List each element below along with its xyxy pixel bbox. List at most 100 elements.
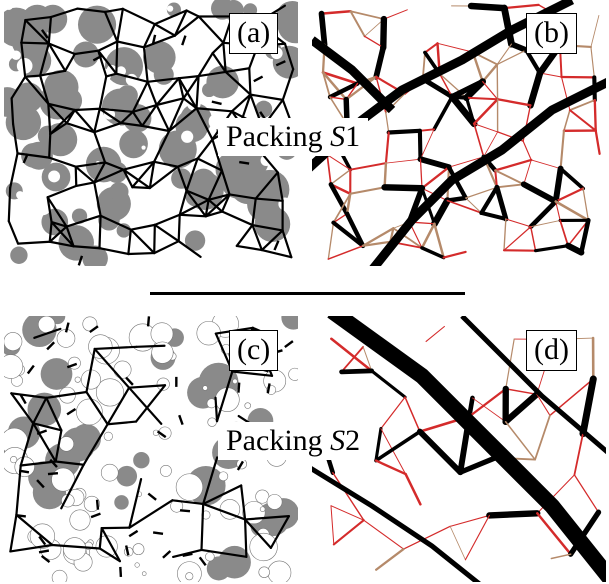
contact-edge: [47, 15, 53, 45]
contact-edge: [195, 107, 214, 141]
contact-dash: [40, 554, 51, 564]
pore: [150, 322, 174, 346]
grain: [114, 495, 129, 510]
pore: [83, 495, 100, 512]
pore: [156, 377, 170, 391]
contact-dash: [77, 255, 84, 266]
contact-edge: [64, 52, 76, 72]
force-chain-edge: [528, 199, 559, 230]
force-chain-edge: [496, 98, 532, 107]
grain: [62, 76, 77, 91]
contact-edge: [116, 40, 146, 49]
force-chain-edge: [330, 337, 373, 373]
pore: [288, 367, 298, 381]
contact-edge: [93, 107, 101, 134]
force-chain-edge: [417, 128, 423, 162]
force-chain-edge: [349, 10, 385, 20]
contact-edge: [171, 499, 205, 506]
contact-dash: [239, 160, 250, 165]
contact-edge: [195, 107, 234, 113]
contact-dash: [181, 35, 187, 46]
contact-edge: [16, 240, 51, 245]
contact-dash: [151, 34, 157, 45]
force-chain-edge: [508, 41, 530, 53]
force-chain-edge: [380, 428, 407, 475]
contact-edge: [98, 75, 108, 110]
contact-edge: [185, 9, 200, 18]
contact-edge: [122, 168, 134, 189]
contact-edge: [48, 240, 75, 248]
contact-edge: [141, 103, 158, 127]
contact-edge: [39, 69, 67, 77]
contact-edge: [153, 240, 180, 255]
contact-edge: [135, 344, 166, 348]
pore: [259, 506, 266, 512]
contact-edge: [153, 129, 171, 163]
contact-dash: [49, 458, 58, 468]
contact-edge: [32, 396, 48, 425]
force-chain-edge: [344, 211, 366, 249]
force-chain-edge: [326, 154, 351, 171]
grain: [101, 88, 140, 126]
contact-edge: [75, 181, 96, 188]
contact-edge: [131, 186, 151, 190]
force-chain-edge: [559, 129, 565, 170]
contact-edge: [93, 131, 107, 164]
contact-edge: [45, 390, 88, 399]
force-chain-edge: [321, 71, 348, 101]
contact-edge: [15, 513, 54, 547]
force-chain-edge: [361, 227, 395, 247]
contact-edge: [142, 23, 156, 49]
contact-edge: [182, 97, 198, 110]
contact-edge: [20, 18, 27, 44]
contact-edge: [155, 103, 171, 133]
force-chain-edge: [565, 242, 585, 256]
contact-edge: [127, 251, 156, 256]
contact-edge: [99, 214, 132, 231]
pore: [4, 1, 14, 10]
caption-prefix: Packing: [226, 424, 331, 457]
pore: [218, 471, 229, 482]
contact-edge: [20, 41, 50, 45]
contact-edge: [9, 152, 19, 190]
force-chain-edge: [438, 73, 453, 98]
force-chain-edge: [339, 368, 375, 375]
contact-edge: [131, 110, 144, 127]
contact-edge: [48, 156, 77, 168]
grain: [119, 129, 148, 159]
force-chain-edge: [594, 129, 601, 155]
caption-suffix: 2: [345, 424, 361, 457]
contact-edge: [153, 23, 177, 37]
force-chain-edge: [345, 192, 352, 215]
force-chain-edge: [495, 183, 525, 189]
contact-edge: [224, 70, 252, 96]
strong-force-chain: [369, 77, 606, 266]
pore: [31, 213, 42, 225]
pore: [266, 494, 283, 510]
force-chain-edge: [530, 219, 561, 228]
pore: [69, 509, 91, 531]
force-chain-edge: [467, 2, 508, 12]
contact-dash: [253, 75, 264, 83]
force-chain-edge: [448, 93, 478, 128]
panel-d-force-chains: [312, 316, 606, 582]
pore: [51, 569, 68, 582]
caption-suffix: 1: [345, 120, 361, 153]
contact-edge: [196, 157, 224, 172]
force-chain-edge: [331, 220, 366, 248]
force-chain-edge: [563, 109, 571, 132]
contact-edge: [254, 171, 279, 200]
pore: [278, 197, 292, 211]
contact-edge: [127, 384, 167, 389]
force-chain-edge: [416, 428, 464, 476]
contact-edge: [93, 121, 123, 134]
contact-edge: [10, 392, 35, 425]
grain: [116, 465, 138, 487]
force-chain-edge: [494, 169, 498, 189]
contact-dash: [284, 340, 294, 349]
contact-edge: [32, 422, 63, 432]
contact-edge: [146, 80, 158, 107]
force-chain-edge: [326, 153, 332, 186]
force-chain-edge: [363, 519, 405, 550]
contact-edge: [249, 93, 284, 101]
